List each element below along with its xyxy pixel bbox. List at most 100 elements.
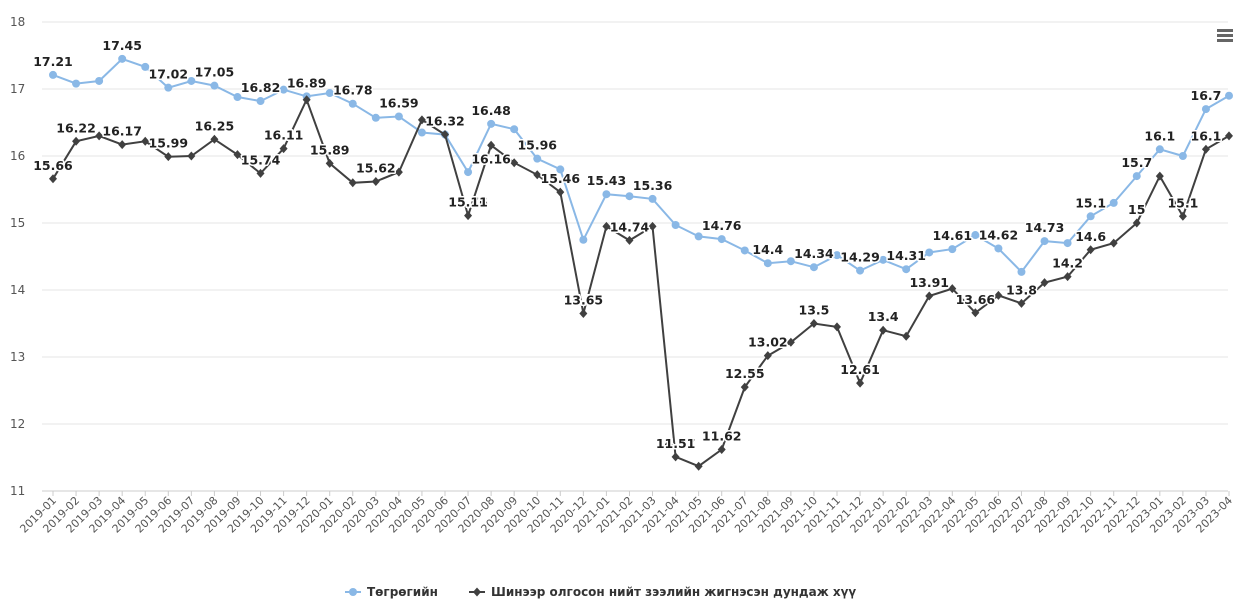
data-point (1155, 145, 1164, 154)
data-point (118, 54, 127, 63)
data-label: 15.1 (1075, 195, 1106, 210)
data-label: 16.11 (264, 128, 304, 143)
data-point (164, 83, 173, 92)
data-point (187, 76, 196, 85)
data-point (417, 115, 426, 125)
data-point (325, 158, 334, 168)
data-point (187, 151, 196, 161)
data-point (302, 95, 311, 105)
data-label: 13.66 (956, 292, 996, 307)
data-point (1086, 212, 1095, 221)
menu-bar (1217, 39, 1233, 42)
data-point (625, 235, 634, 245)
data-point (1178, 152, 1187, 160)
y-tick-label: 15 (10, 216, 25, 230)
data-label: 16.16 (471, 151, 511, 166)
data-point (1132, 218, 1141, 228)
data-label: 17.02 (149, 67, 189, 82)
y-tick-label: 14 (10, 283, 25, 297)
chart-menu-icon[interactable] (1217, 29, 1233, 43)
data-label: 11.62 (702, 428, 742, 443)
data-point (72, 136, 81, 146)
data-point (49, 70, 57, 79)
data-point (371, 176, 380, 186)
data-label: 16.32 (425, 114, 465, 129)
data-label: 12.61 (840, 362, 880, 377)
data-label: 16.78 (333, 83, 373, 98)
data-point (1109, 198, 1118, 207)
legend-item-weighted-rate[interactable]: Шинээр олгосон нийт зээлийн жигнэсэн дун… (491, 585, 856, 599)
data-label: 14.61 (933, 228, 973, 243)
data-point (464, 168, 473, 177)
data-label: 15.74 (241, 152, 281, 167)
data-label: 15 (1128, 202, 1145, 217)
data-point (971, 231, 980, 240)
data-point (879, 325, 888, 335)
data-point (948, 284, 957, 294)
menu-bar (1217, 34, 1233, 37)
data-point (210, 134, 219, 144)
data-label: 15.62 (356, 160, 396, 175)
y-tick-label: 16 (10, 149, 25, 163)
data-point (856, 266, 865, 275)
data-label: 15.36 (633, 178, 673, 193)
data-point (1063, 272, 1072, 282)
y-tick-label: 17 (10, 82, 25, 96)
data-label: 14.97 (656, 436, 696, 451)
gridlines (42, 21, 1228, 492)
data-label: 13.8 (1006, 282, 1037, 297)
data-point (763, 351, 772, 361)
data-point (625, 192, 634, 201)
data-point (487, 140, 496, 150)
data-point (1040, 278, 1049, 288)
data-point (72, 79, 81, 88)
data-point (579, 308, 588, 318)
data-label: 14.76 (702, 218, 742, 233)
data-point (1155, 171, 1164, 181)
data-point (579, 235, 588, 244)
data-label: 17.05 (195, 65, 235, 80)
menu-bar (1217, 29, 1233, 32)
data-point (648, 194, 657, 203)
legend-item-tugrug[interactable]: Төгрөгийн (367, 585, 438, 599)
series-layer (49, 54, 1233, 471)
y-tick-label: 12 (10, 417, 25, 431)
data-point (694, 232, 703, 241)
data-point (487, 119, 496, 128)
data-label: 16.25 (195, 118, 235, 133)
data-point (210, 81, 219, 90)
data-point (533, 154, 542, 163)
data-point (717, 444, 726, 454)
y-axis: 11 12 13 14 15 16 17 18 (10, 15, 25, 498)
data-point (164, 152, 173, 162)
data-point (325, 89, 334, 98)
data-point (740, 382, 749, 392)
legend-diamond-icon (473, 587, 481, 597)
data-point (141, 62, 150, 71)
data-point (1225, 131, 1233, 141)
data-label: 16.7 (1191, 88, 1222, 103)
data-point (533, 170, 542, 180)
data-label: 15.46 (541, 171, 581, 186)
data-label: 16.82 (241, 80, 281, 95)
y-tick-label: 18 (10, 15, 25, 29)
data-point (1132, 172, 1141, 181)
data-label: 16.17 (102, 124, 142, 139)
data-point (1063, 239, 1072, 248)
data-point (1017, 298, 1026, 308)
data-point (602, 190, 611, 199)
data-point (809, 263, 818, 272)
data-label: 13.65 (564, 292, 604, 307)
data-point (256, 168, 265, 178)
data-label: 16.1 (1144, 128, 1175, 143)
data-point (233, 93, 242, 102)
data-label: 16.1 (1191, 128, 1222, 143)
legend[interactable]: Төгрөгийн Шинээр олгосон нийт зээлийн жиг… (345, 585, 856, 599)
data-point (879, 255, 888, 264)
data-point (994, 244, 1003, 253)
data-point (902, 331, 911, 341)
data-point (417, 128, 426, 137)
data-label: 14.4 (752, 242, 783, 257)
data-label: 16.89 (287, 75, 327, 90)
data-point (141, 136, 150, 146)
